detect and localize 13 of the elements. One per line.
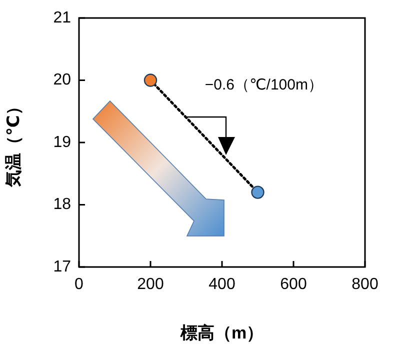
x-tick-label: 800	[352, 276, 378, 294]
x-tick-label: 200	[137, 276, 164, 294]
y-tick-label: 19	[53, 134, 72, 151]
y-tick-label: 18	[53, 196, 72, 214]
y-tick-label: 17	[53, 258, 72, 276]
x-tick-label: 400	[208, 276, 236, 294]
y-tick-label: 20	[53, 72, 72, 89]
annotation: −0.6（℃/100m）	[204, 76, 323, 94]
y-tick-label: 21	[53, 9, 72, 26]
y-axis-title: 気温（℃）	[4, 98, 23, 188]
x-tick-label: 600	[280, 276, 307, 294]
x-tick-label: 0	[74, 276, 84, 294]
x-axis-title: 標高（m）	[179, 323, 264, 342]
